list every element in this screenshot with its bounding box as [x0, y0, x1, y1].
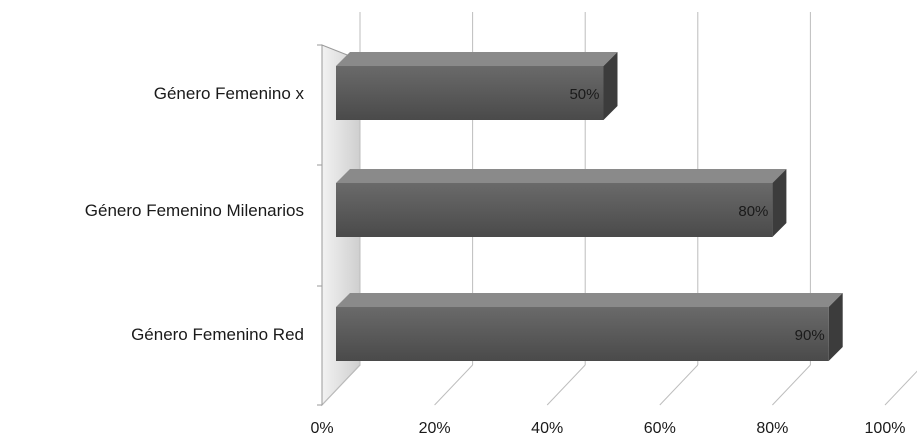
x-tick-label: 100% [865, 420, 906, 437]
bars [336, 52, 843, 361]
floor-gridline [434, 364, 473, 406]
x-tick-label: 80% [756, 420, 788, 437]
data-label: 80% [738, 203, 768, 220]
bar [336, 66, 604, 120]
data-label: 90% [795, 327, 825, 344]
labels: 0% 20% 40% 60% 80% 100% 50% Género Femenino x 80… [85, 84, 906, 437]
category-label: Género Femenino x [154, 84, 305, 103]
x-tick-label: 60% [644, 420, 676, 437]
floor-gridline [546, 364, 586, 406]
floor-gridline [659, 364, 699, 406]
category-label: Género Femenino Red [131, 325, 304, 344]
category-label: Género Femenino Milenarios [85, 201, 304, 220]
x-tick-label: 40% [531, 420, 563, 437]
x-tick-label: 20% [419, 420, 451, 437]
floor-gridline [772, 364, 811, 406]
bar [336, 307, 829, 361]
bar-side-face [772, 169, 787, 237]
bar-side-face [828, 293, 843, 361]
data-label: 50% [569, 86, 599, 103]
bar-side-face [603, 52, 618, 120]
bar-top-face [336, 169, 787, 183]
x-tick-label: 0% [310, 420, 333, 437]
floor-gridline [884, 370, 917, 406]
floor-gridline [321, 364, 361, 406]
bar [336, 183, 773, 237]
bar-top-face [336, 52, 618, 66]
bar-top-face [336, 293, 843, 307]
